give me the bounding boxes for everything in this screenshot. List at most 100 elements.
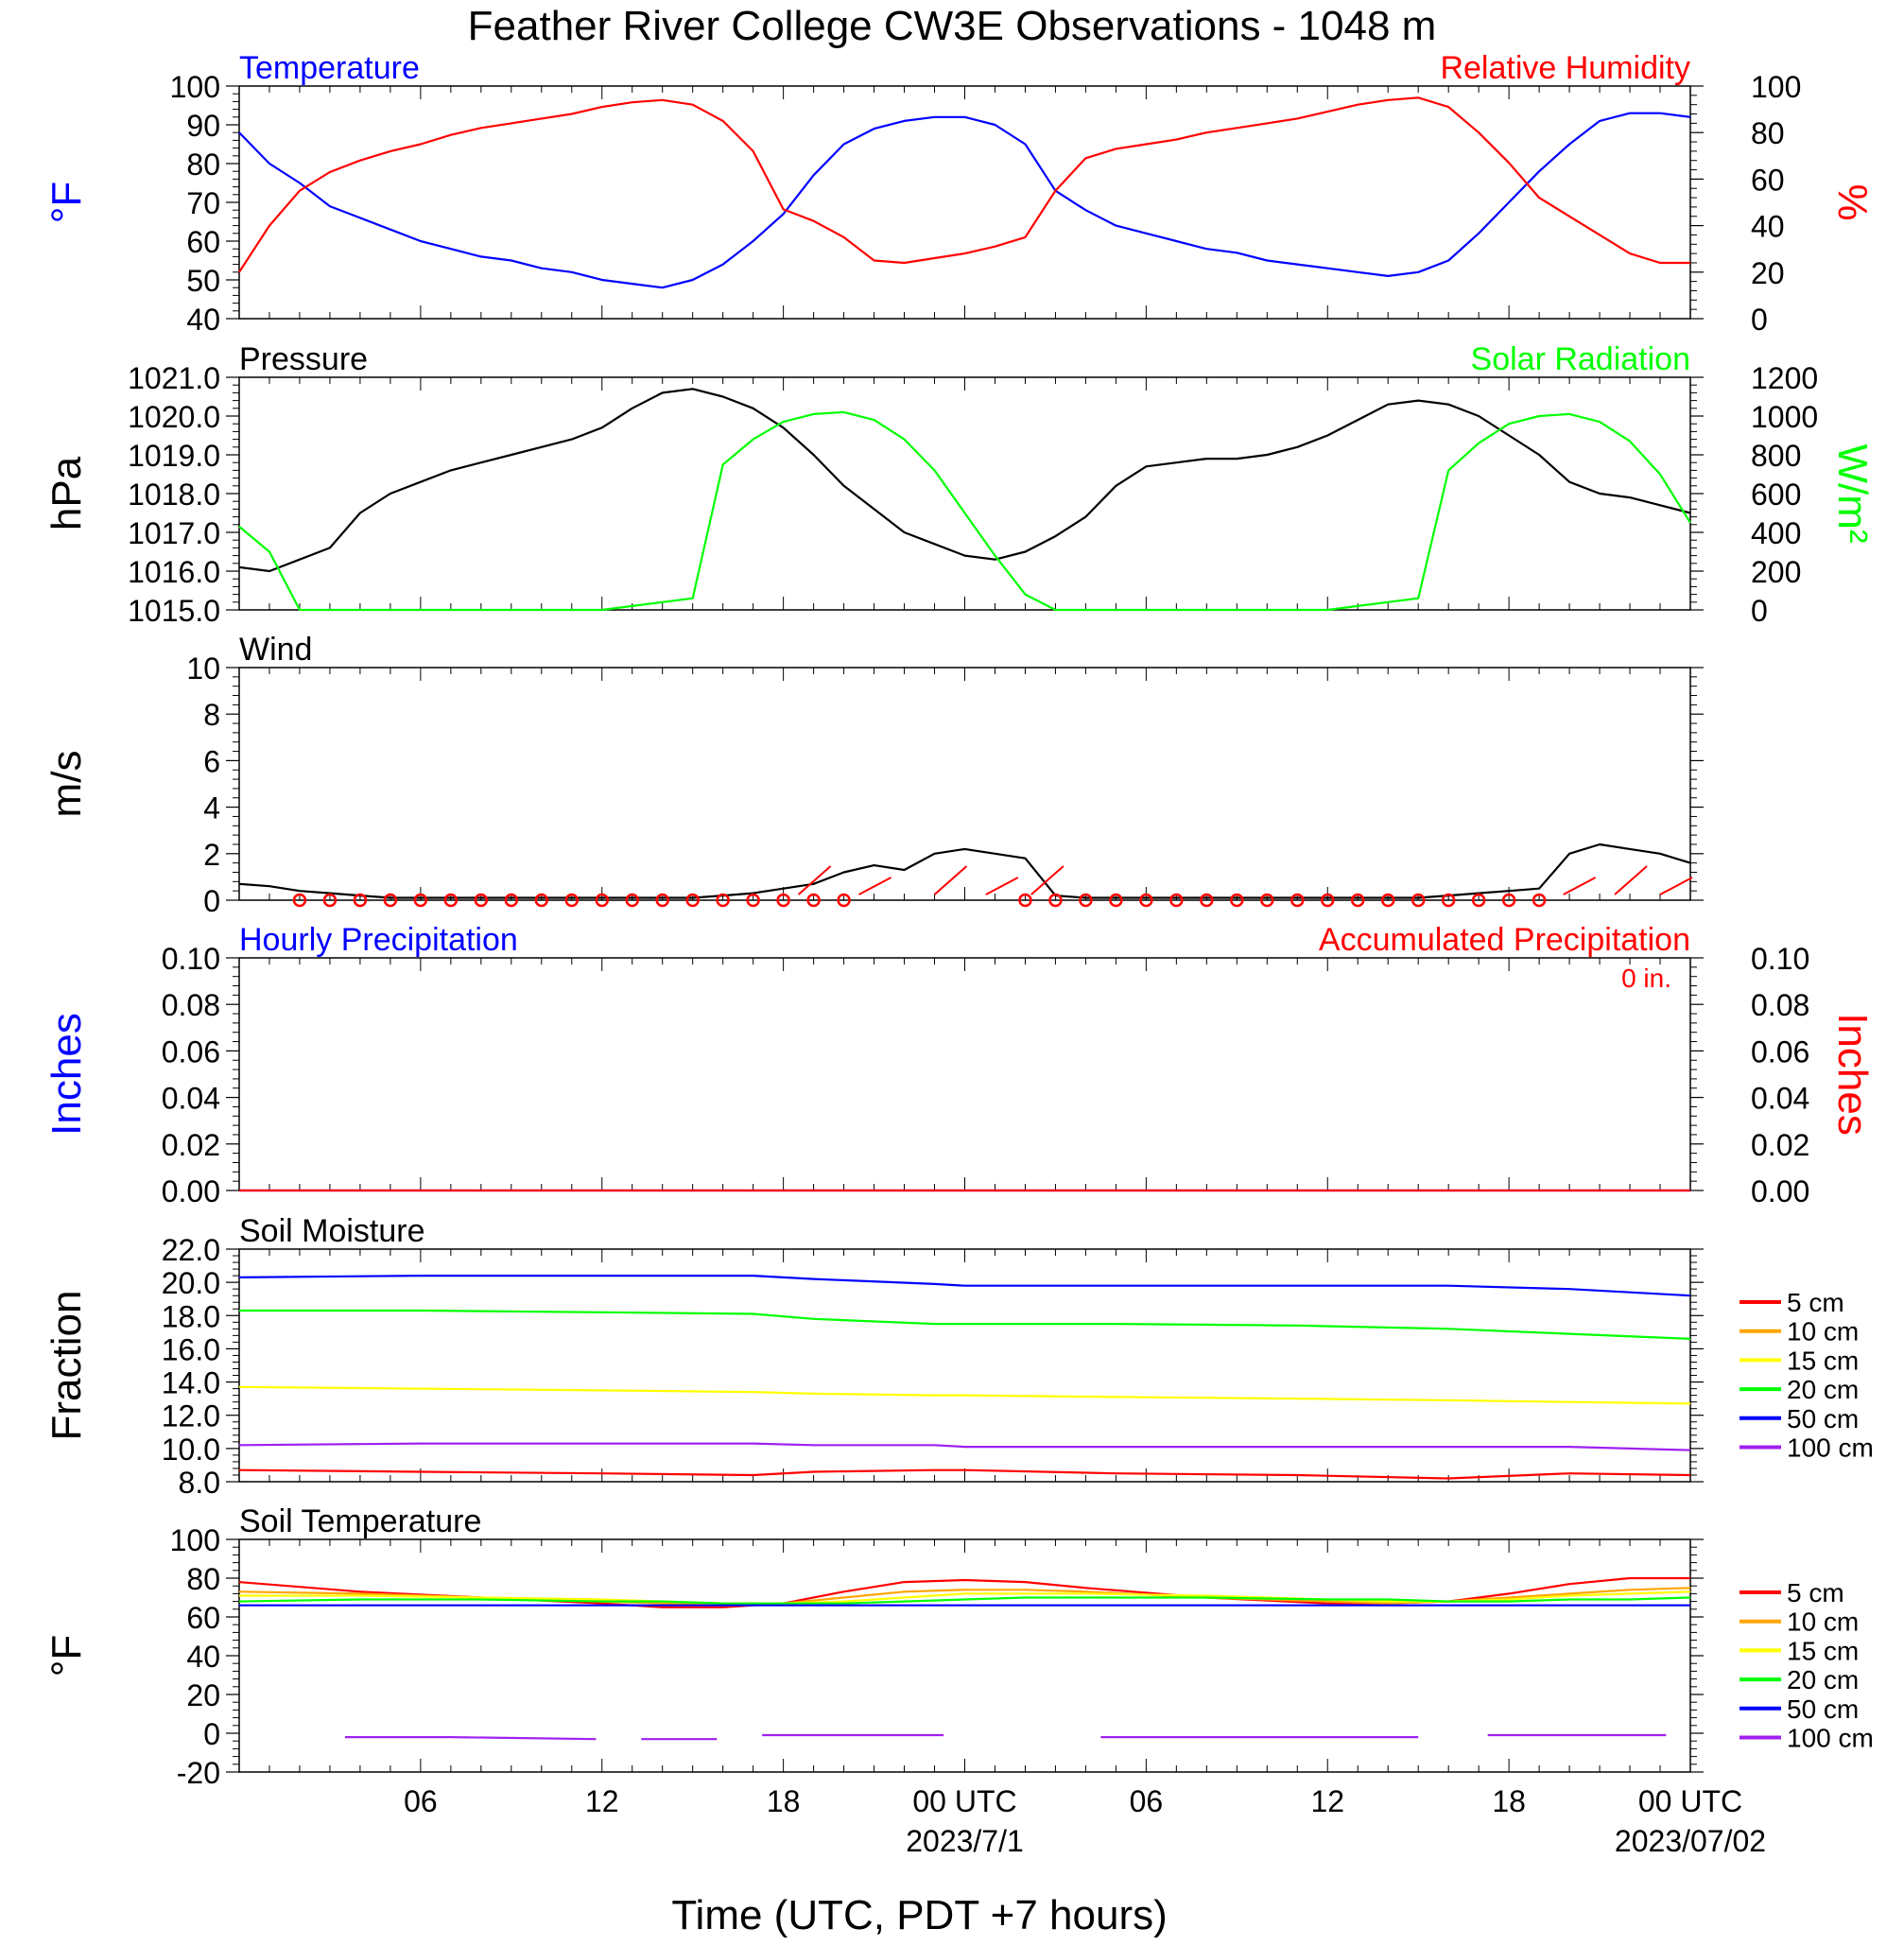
legend-label: 50 cm xyxy=(1787,1404,1859,1433)
y-tick-label-left: 80 xyxy=(186,148,220,182)
panel-3: 0 2 4 6 8 10 Wind m/s xyxy=(43,632,1704,918)
panel-annotation: 0 in. xyxy=(1621,964,1671,993)
x-tick-label: 00 UTC xyxy=(912,1784,1016,1818)
wind-calm-circle xyxy=(292,893,307,908)
wind-barb xyxy=(797,865,832,895)
wind-calm-circle xyxy=(1260,893,1274,908)
x-axis: 06 12 18 00 UTC 06 12 18 00 UTC 2023/7/1 2023/07/… xyxy=(404,1784,1766,1938)
series-line-solar-radiation xyxy=(238,410,1691,612)
series-line-5-cm xyxy=(238,1576,1690,1608)
wind-calm-circle xyxy=(1501,893,1516,908)
x-tick-label: 06 xyxy=(1130,1784,1164,1818)
x-date-label: 2023/7/1 xyxy=(906,1824,1024,1858)
y-tick-label-left: 22.0 xyxy=(162,1233,220,1267)
wind-calm-circle xyxy=(595,893,609,908)
wind-calm-circle xyxy=(1411,893,1426,908)
series-line-pressure xyxy=(238,388,1691,573)
panel-title-left: Temperature xyxy=(239,50,420,86)
y-tick-label-left: 1018.0 xyxy=(128,478,220,512)
wind-calm-circle xyxy=(1230,893,1244,908)
y-tick-label-right: 0.02 xyxy=(1751,1128,1809,1162)
wind-calm-circle xyxy=(353,893,368,908)
y-axis-label-left: °F xyxy=(43,182,90,223)
wind-barb xyxy=(1659,877,1693,895)
y-tick-label-left: 0 xyxy=(203,884,220,918)
y-tick-label-right: 0.08 xyxy=(1751,988,1809,1022)
y-axis-label-left: hPa xyxy=(43,456,90,530)
legend-label: 5 cm xyxy=(1787,1288,1844,1317)
panel-title-right: Accumulated Precipitation xyxy=(1319,922,1690,958)
y-tick-label-right: 1200 xyxy=(1751,361,1818,395)
panel-5: 8.010.012.014.016.018.020.022.0 Soil Mois… xyxy=(43,1213,1874,1500)
y-tick-label-right: 60 xyxy=(1751,163,1785,197)
chart-title: Feather River College CW3E Observations … xyxy=(468,3,1437,49)
y-tick-label-left: 1021.0 xyxy=(128,361,220,395)
wind-calm-circle xyxy=(1079,893,1093,908)
y-tick-label-left: 1020.0 xyxy=(128,400,220,434)
y-tick-label-right: 0 xyxy=(1751,303,1768,337)
series-line-15-cm xyxy=(239,1590,1691,1605)
x-tick-label: 12 xyxy=(1310,1784,1344,1818)
x-date-label: 2023/07/02 xyxy=(1615,1824,1766,1858)
panel-title-left: Hourly Precipitation xyxy=(239,922,518,958)
panel-title-left: Wind xyxy=(239,632,312,668)
wind-calm-circle xyxy=(685,893,700,908)
wind-calm-circle xyxy=(1441,893,1456,908)
y-tick-label-left: 12.0 xyxy=(162,1399,220,1433)
wind-calm-circle xyxy=(1018,893,1032,908)
panel-title-left: Soil Moisture xyxy=(239,1213,425,1249)
y-tick-label-right: 40 xyxy=(1751,210,1785,244)
y-tick-label-left: 60 xyxy=(186,1601,220,1635)
y-tick-label-left: 4 xyxy=(203,791,220,825)
y-tick-label-left: 60 xyxy=(186,225,220,259)
panel-title-left: Pressure xyxy=(239,341,368,377)
legend-label: 100 cm xyxy=(1787,1724,1874,1753)
wind-calm-circle xyxy=(1350,893,1365,908)
wind-barb xyxy=(1563,877,1597,895)
y-axis-label-right: W/m² xyxy=(1829,443,1876,543)
series-line-20-cm xyxy=(238,1596,1691,1605)
y-tick-label-left: 2 xyxy=(203,838,220,872)
y-tick-label-right: 100 xyxy=(1751,70,1801,104)
y-tick-label-right: 0.00 xyxy=(1751,1174,1809,1208)
y-tick-label-left: 1019.0 xyxy=(128,439,220,473)
y-tick-label-left: 0.08 xyxy=(162,988,220,1022)
panel-title-right: Solar Radiation xyxy=(1471,341,1690,377)
y-tick-label-left: 90 xyxy=(186,109,220,143)
series-line-5-cm xyxy=(238,1468,1691,1480)
x-tick-label: 18 xyxy=(767,1784,801,1818)
y-tick-label-left: 10 xyxy=(186,652,220,686)
wind-calm-circle xyxy=(776,893,790,908)
y-tick-label-right: 800 xyxy=(1751,439,1801,473)
y-tick-label-left: 6 xyxy=(203,744,220,778)
y-tick-label-left: 80 xyxy=(186,1562,220,1596)
wind-barb xyxy=(933,865,968,895)
wind-calm-circle xyxy=(837,893,851,908)
y-tick-label-left: 1017.0 xyxy=(128,516,220,550)
panel-1: 40 50 60 70 80 90 100 0 20 40 60 80 100 Temperature Re… xyxy=(43,50,1876,337)
y-tick-label-left: -20 xyxy=(177,1756,220,1790)
y-tick-label-right: 1000 xyxy=(1751,400,1818,434)
wind-calm-circle xyxy=(1169,893,1184,908)
y-tick-label-right: 400 xyxy=(1751,516,1801,550)
wind-calm-circle xyxy=(1471,893,1486,908)
wind-calm-circle xyxy=(474,893,489,908)
y-axis-label-left: Fraction xyxy=(43,1291,90,1441)
wind-barb xyxy=(858,877,892,895)
legend-label: 100 cm xyxy=(1787,1433,1874,1463)
wind-calm-circle xyxy=(1380,893,1395,908)
y-tick-label-left: 16.0 xyxy=(162,1332,220,1366)
wind-barb xyxy=(1614,865,1648,895)
y-tick-label-left: 8.0 xyxy=(179,1466,220,1500)
y-tick-label-left: 50 xyxy=(186,264,220,298)
series-line-20-cm xyxy=(239,1309,1691,1340)
wind-calm-circle xyxy=(1109,893,1123,908)
wind-calm-circle xyxy=(413,893,428,908)
plot-frame xyxy=(238,667,1691,901)
wind-barb xyxy=(985,877,1019,895)
y-tick-label-left: 100 xyxy=(170,70,220,104)
y-tick-label-left: 18.0 xyxy=(162,1299,220,1333)
plot-frame xyxy=(238,85,1691,320)
